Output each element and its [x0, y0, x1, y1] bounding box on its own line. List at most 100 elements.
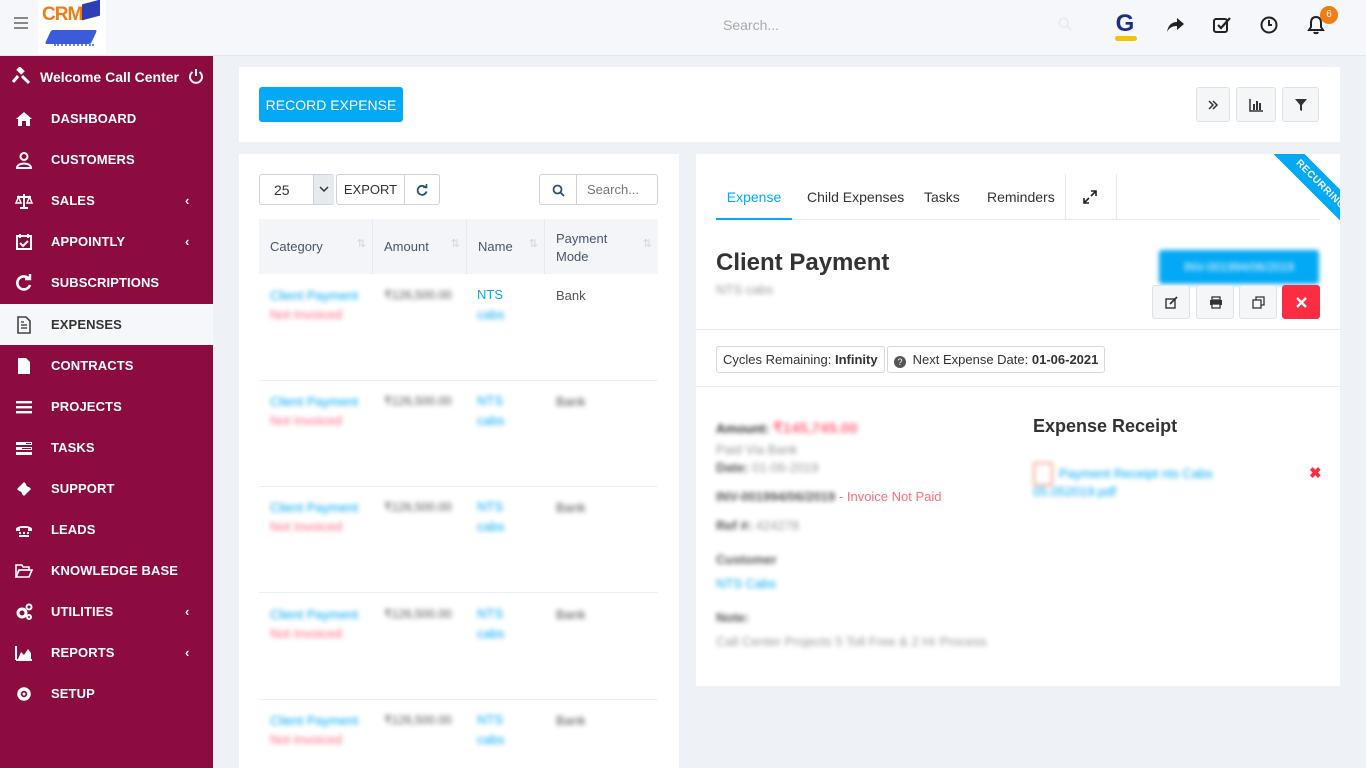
name-link[interactable]: NTS	[477, 393, 503, 409]
paid-via: Paid Via Bank	[716, 442, 798, 457]
table-search	[539, 174, 658, 205]
tasks-icon	[16, 441, 32, 455]
sidebar-item-label: APPOINTLY	[51, 234, 126, 250]
sidebar-item-appointly[interactable]: APPOINTLY ‹	[0, 221, 213, 262]
clock-icon[interactable]	[1258, 14, 1280, 36]
action-bar: RECORD EXPENSE	[239, 67, 1340, 142]
table-row[interactable]: Client Payment Not Invoiced ₹126,500.00 NTS…	[259, 275, 658, 381]
bell-icon[interactable]	[1305, 14, 1327, 36]
invoice-status: Not Invoiced	[270, 625, 343, 641]
tab-expense[interactable]: Expense	[716, 174, 792, 220]
sidebar-item-label: TASKS	[51, 439, 95, 455]
name-link-line2[interactable]: cabs	[477, 413, 505, 429]
toggle-panel-button[interactable]	[1196, 87, 1230, 122]
invoice-button[interactable]: INV-001994/06/2019	[1159, 250, 1319, 284]
category-link[interactable]: Client Payment	[270, 606, 359, 622]
expenses-table-card: 25 EXPORT Category ⇅ Amount ⇅ Name ⇅ Paymen…	[239, 154, 679, 768]
note-value: Call Center Projects 5 Toll Free & 2 Hr …	[716, 634, 987, 649]
crm-logo[interactable]: CRM	[38, 0, 106, 54]
sidebar-item-knowledge-base[interactable]: KNOWLEDGE BASE	[0, 550, 213, 591]
sidebar-item-subscriptions[interactable]: SUBSCRIPTIONS	[0, 262, 213, 303]
sidebar-item-utilities[interactable]: UTILITIES ‹	[0, 591, 213, 632]
table-row[interactable]: Client Payment Not Invoiced ₹126,500.00 NTS…	[259, 487, 658, 594]
edit-button[interactable]	[1152, 285, 1190, 319]
sidebar-item-expenses[interactable]: EXPENSES	[0, 303, 213, 345]
name-link[interactable]: NTS	[477, 499, 503, 515]
category-link[interactable]: Client Payment	[270, 500, 359, 516]
name-link-line2[interactable]: cabs	[477, 625, 505, 641]
amount-value: ₹145,745.00	[773, 420, 858, 437]
tab-reminders[interactable]: Reminders	[987, 189, 1055, 205]
tab-tasks[interactable]: Tasks	[924, 189, 960, 205]
sidebar-item-leads[interactable]: LEADS	[0, 509, 213, 550]
category-link[interactable]: Client Payment	[270, 288, 359, 303]
sidebar-item-customers[interactable]: CUSTOMERS	[0, 139, 213, 180]
sidebar-item-support[interactable]: SUPPORT	[0, 468, 213, 509]
welcome-text: Welcome Call Center	[40, 69, 180, 85]
name-link-line2[interactable]: cabs	[477, 519, 505, 535]
table-row[interactable]: Client Payment Not Invoiced ₹126,500.00 NTS…	[259, 594, 658, 700]
record-expense-button[interactable]: RECORD EXPENSE	[259, 87, 403, 122]
cogs-icon	[16, 603, 33, 621]
reload-button[interactable]	[405, 174, 440, 205]
invoice-row: INV-001994/06/2019 - Invoice Not Paid	[716, 489, 942, 504]
print-button[interactable]	[1196, 285, 1234, 319]
remove-receipt-icon[interactable]: ✖	[1309, 465, 1322, 482]
global-search-input[interactable]	[715, 12, 1085, 38]
name-link-line2[interactable]: cabs	[477, 731, 505, 747]
receipt-file-link-2[interactable]: 05.052019.pdf	[1033, 484, 1117, 499]
sidebar-item-tasks[interactable]: TASKS	[0, 427, 213, 468]
sidebar-item-dashboard[interactable]: DASHBOARD	[0, 98, 213, 139]
amount-label: Amount:	[716, 421, 770, 436]
delete-button[interactable]	[1282, 285, 1320, 319]
category-link[interactable]: Client Payment	[270, 712, 359, 728]
invoice-ref[interactable]: INV-001994/06/2019	[716, 489, 836, 504]
expand-icon[interactable]	[1083, 190, 1097, 204]
filter-button[interactable]	[1282, 87, 1319, 122]
hamburger-menu-icon[interactable]	[14, 17, 28, 31]
sidebar-item-projects[interactable]: PROJECTS	[0, 386, 213, 427]
profile-avatar[interactable]: G	[1110, 10, 1140, 41]
sidebar: Welcome Call Center DASHBOARD CUSTOMERS SA…	[0, 56, 213, 768]
sidebar-welcome: Welcome Call Center	[0, 56, 213, 98]
export-button[interactable]: EXPORT	[336, 174, 405, 205]
column-header-payment-mode[interactable]: Payment Mode ⇅	[545, 219, 658, 274]
table-search-input[interactable]	[576, 174, 658, 205]
sidebar-item-label: CONTRACTS	[51, 357, 134, 373]
cog-icon	[17, 687, 31, 702]
stats-button[interactable]	[1236, 87, 1276, 122]
category-link[interactable]: Client Payment	[270, 394, 359, 410]
search-icon[interactable]	[1058, 17, 1072, 31]
sidebar-item-sales[interactable]: SALES ‹	[0, 180, 213, 221]
name-link-line2[interactable]: cabs	[477, 307, 505, 322]
filter-icon	[1295, 99, 1307, 111]
question-circle-icon: ?	[894, 356, 906, 368]
amount-cell: ₹126,500.00	[384, 500, 452, 515]
bar-chart-icon	[1249, 99, 1263, 112]
table-search-button[interactable]	[539, 174, 577, 205]
tab-child-expenses[interactable]: Child Expenses	[807, 189, 905, 205]
name-link[interactable]: NTS	[477, 711, 503, 727]
copy-button[interactable]	[1239, 285, 1277, 319]
column-header-amount[interactable]: Amount ⇅	[373, 219, 467, 274]
name-link[interactable]: NTS	[477, 287, 503, 302]
column-label: Payment Mode	[556, 231, 608, 264]
column-label: Amount	[384, 239, 429, 254]
customer-link[interactable]: NTS Cabs	[716, 576, 776, 591]
table-row[interactable]: Client Payment Not Invoiced ₹126,500.00 NTS…	[259, 381, 658, 488]
cycles-label: Cycles Remaining:	[723, 352, 832, 367]
sidebar-item-reports[interactable]: REPORTS ‹	[0, 632, 213, 673]
power-icon[interactable]	[188, 68, 204, 84]
table-row[interactable]: Client Payment Not Invoiced ₹126,500.00 NTS…	[259, 700, 658, 768]
sidebar-item-label: LEADS	[51, 522, 96, 537]
check-square-icon[interactable]	[1211, 14, 1233, 36]
share-icon[interactable]	[1164, 14, 1186, 36]
column-header-name[interactable]: Name ⇅	[467, 219, 545, 274]
page-length-select[interactable]: 25	[259, 174, 334, 205]
column-header-category[interactable]: Category ⇅	[259, 219, 373, 274]
receipt-file-link[interactable]: Payment Receipt nts Cabs	[1059, 464, 1213, 484]
sort-icon: ⇅	[356, 238, 366, 250]
sidebar-item-contracts[interactable]: CONTRACTS	[0, 345, 213, 386]
sidebar-item-setup[interactable]: SETUP	[0, 673, 213, 714]
name-link[interactable]: NTS	[477, 605, 503, 621]
